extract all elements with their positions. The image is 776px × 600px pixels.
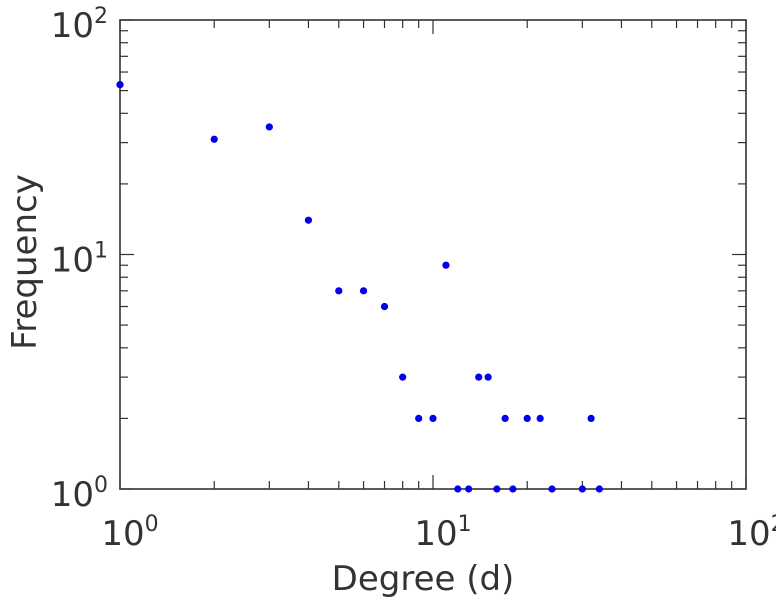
y-tick-label: 102	[51, 4, 108, 46]
data-point	[210, 135, 218, 143]
data-point	[465, 485, 473, 493]
y-axis-label: Frequency	[5, 174, 45, 350]
y-tick-label: 100	[51, 473, 108, 515]
data-point	[399, 373, 407, 381]
data-point	[359, 287, 368, 295]
data-point	[335, 287, 343, 295]
data-point	[484, 373, 492, 381]
data-point	[523, 414, 531, 423]
data-point	[116, 81, 124, 89]
data-point	[509, 485, 517, 493]
data-point	[475, 373, 483, 381]
data-points	[116, 81, 603, 493]
data-point	[548, 485, 556, 493]
data-point	[304, 216, 313, 224]
x-tick-label: 101	[414, 512, 471, 554]
plot-area	[119, 19, 747, 490]
data-point	[429, 414, 437, 423]
data-point	[501, 414, 509, 423]
data-point	[587, 414, 595, 423]
axis-ticks	[119, 19, 747, 490]
y-tick-label: 101	[51, 239, 108, 281]
data-point	[595, 485, 603, 493]
data-point	[493, 485, 501, 493]
data-point	[536, 414, 544, 423]
axis-tick-labels: 100 101 102 100 101 102	[51, 4, 776, 554]
data-point	[380, 302, 389, 311]
x-tick-label: 100	[101, 512, 158, 554]
data-point	[454, 485, 462, 493]
x-axis-label: Degree (d)	[332, 559, 515, 599]
data-point	[442, 261, 450, 269]
data-point	[415, 414, 423, 423]
data-point	[578, 485, 586, 493]
data-point	[265, 123, 273, 131]
x-tick-label: 102	[727, 512, 776, 554]
